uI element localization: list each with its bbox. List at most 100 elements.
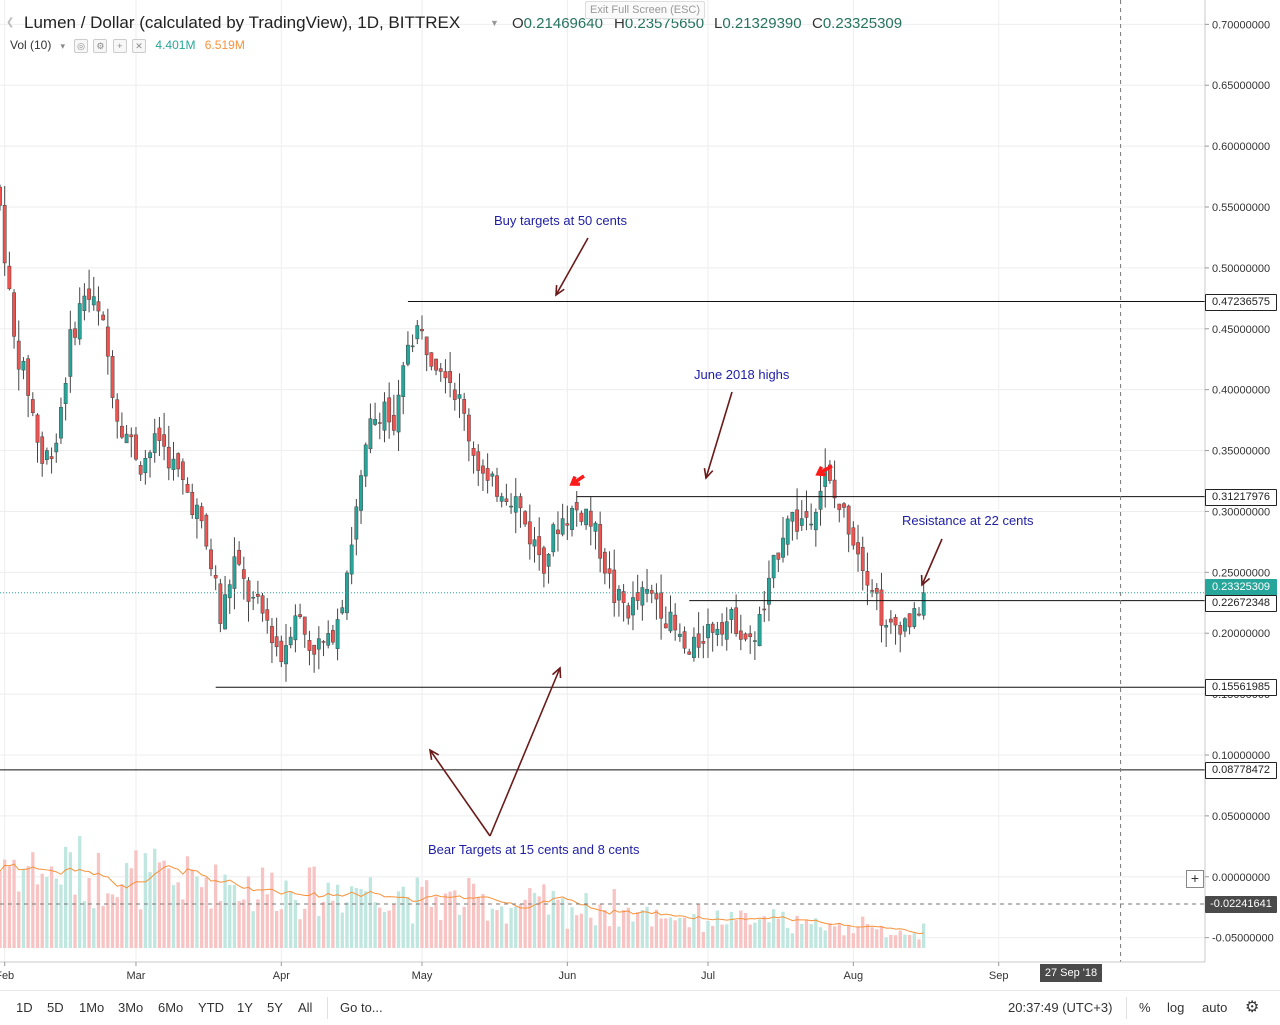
timeframe-all[interactable]: All xyxy=(298,1000,313,1015)
chevron-down-icon[interactable]: ▾ xyxy=(60,40,65,51)
volume-bar xyxy=(321,901,326,948)
chevron-down-icon[interactable]: ▼ xyxy=(490,18,499,28)
volume-bar xyxy=(584,893,588,948)
volume-bar xyxy=(331,900,335,948)
volume-bar xyxy=(279,909,283,948)
candle-body xyxy=(401,365,406,397)
candle-body xyxy=(124,433,129,444)
candle-body xyxy=(162,434,166,447)
divider xyxy=(1126,997,1127,1019)
volume-bar xyxy=(176,882,180,948)
timeframe-5d[interactable]: 5D xyxy=(47,1000,64,1015)
candle-body xyxy=(218,583,223,624)
timeframe-6mo[interactable]: 6Mo xyxy=(158,1000,184,1015)
close-icon[interactable]: ✕ xyxy=(132,38,147,53)
candle-body xyxy=(420,329,424,332)
arrow-bear-15-cents xyxy=(489,667,561,837)
gear-icon[interactable]: ⚙ xyxy=(1245,999,1260,1016)
volume-bar xyxy=(7,866,12,948)
volume-bar xyxy=(420,886,424,948)
volume-bar xyxy=(124,862,129,948)
log-toggle[interactable]: log xyxy=(1167,1000,1185,1015)
candle-body xyxy=(246,580,251,602)
candle-body xyxy=(171,458,176,470)
candle-body xyxy=(326,633,331,646)
add-alert-icon[interactable]: + xyxy=(1186,870,1204,888)
candle-body xyxy=(302,616,307,635)
auto-toggle[interactable]: auto xyxy=(1202,1000,1228,1015)
clock-timezone[interactable]: 20:37:49 (UTC+3) xyxy=(1008,1000,1113,1015)
volume-bar xyxy=(307,867,312,948)
volume-bar xyxy=(49,866,54,948)
candle-body xyxy=(190,491,195,516)
annotation-june-highs[interactable]: June 2018 highs xyxy=(694,367,790,382)
percent-toggle[interactable]: % xyxy=(1139,1000,1151,1015)
y-tick-label: 0.05000000 xyxy=(1212,811,1270,823)
candle-body xyxy=(724,621,729,640)
annotation-buy-targets[interactable]: Buy targets at 50 cents xyxy=(494,213,627,228)
candle-body xyxy=(462,399,467,414)
candle-body xyxy=(828,464,832,481)
timeframe-ytd[interactable]: YTD xyxy=(198,1000,224,1015)
volume-bar xyxy=(612,889,616,948)
collapse-icon[interactable]: ❮ xyxy=(6,17,15,28)
timeframe-1d[interactable]: 1D xyxy=(16,1000,33,1015)
eye-icon[interactable]: ◎ xyxy=(74,38,89,53)
volume-bar xyxy=(753,922,757,948)
annotation-bear-targets[interactable]: Bear Targets at 15 cents and 8 cents xyxy=(428,842,640,857)
volume-bar xyxy=(729,911,734,948)
volume-bar xyxy=(856,926,860,948)
ohlc-high: H0.23575650 xyxy=(614,15,705,32)
volume-bar xyxy=(771,909,776,948)
candle-body xyxy=(452,389,457,400)
volume-bar xyxy=(425,880,429,948)
timeframe-3mo[interactable]: 3Mo xyxy=(118,1000,144,1015)
plus-icon[interactable]: + xyxy=(112,38,127,53)
volume-bar xyxy=(373,902,377,948)
settings-icon[interactable]: ⚙ xyxy=(93,38,108,53)
exit-fullscreen-button[interactable]: Exit Full Screen (ESC) xyxy=(585,1,705,19)
annotation-resistance[interactable]: Resistance at 22 cents xyxy=(902,513,1034,528)
volume-bar xyxy=(589,917,593,948)
volume-label[interactable]: Vol (10) xyxy=(10,38,52,52)
volume-bar xyxy=(621,909,626,948)
volume-bar xyxy=(640,909,644,948)
candle-body xyxy=(185,483,190,493)
volume-bar xyxy=(790,933,795,948)
timeframe-5y[interactable]: 5Y xyxy=(267,1000,283,1015)
arrow-resistance-head xyxy=(920,574,931,587)
candle-body xyxy=(35,414,40,443)
y-tick-label: 0.40000000 xyxy=(1212,385,1270,397)
candle-body xyxy=(846,505,851,535)
volume-bar xyxy=(804,919,809,948)
volume-bar xyxy=(518,903,523,948)
candle-body xyxy=(738,630,743,640)
volume-bar xyxy=(532,892,537,948)
candle-body xyxy=(68,329,73,377)
candle-body xyxy=(377,422,382,424)
go-to-button[interactable]: Go to... xyxy=(340,1000,383,1015)
y-tick-label: 0.10000000 xyxy=(1212,750,1270,762)
candle-body xyxy=(335,619,340,649)
y-tick-label: 0.50000000 xyxy=(1212,263,1270,275)
candle-body xyxy=(645,588,649,594)
candle-body xyxy=(312,644,317,655)
volume-bar xyxy=(467,877,471,948)
candle-body xyxy=(481,465,485,474)
volume-bar xyxy=(392,904,396,948)
candle-body xyxy=(720,622,724,635)
candle-body xyxy=(443,371,448,379)
volume-bar xyxy=(82,901,87,948)
timeframe-1y[interactable]: 1Y xyxy=(237,1000,253,1015)
timeframe-1mo[interactable]: 1Mo xyxy=(79,1000,105,1015)
candle-body xyxy=(438,368,443,372)
chart-title[interactable]: Lumen / Dollar (calculated by TradingVie… xyxy=(24,13,461,32)
candle-body xyxy=(466,414,471,442)
candle-body xyxy=(593,522,598,532)
volume-bar xyxy=(734,920,738,948)
volume-bar xyxy=(350,886,354,948)
arrow-buy-target-head xyxy=(555,284,565,297)
ohlc-open: O0.21469640 xyxy=(512,15,603,32)
candle-body xyxy=(649,590,654,594)
